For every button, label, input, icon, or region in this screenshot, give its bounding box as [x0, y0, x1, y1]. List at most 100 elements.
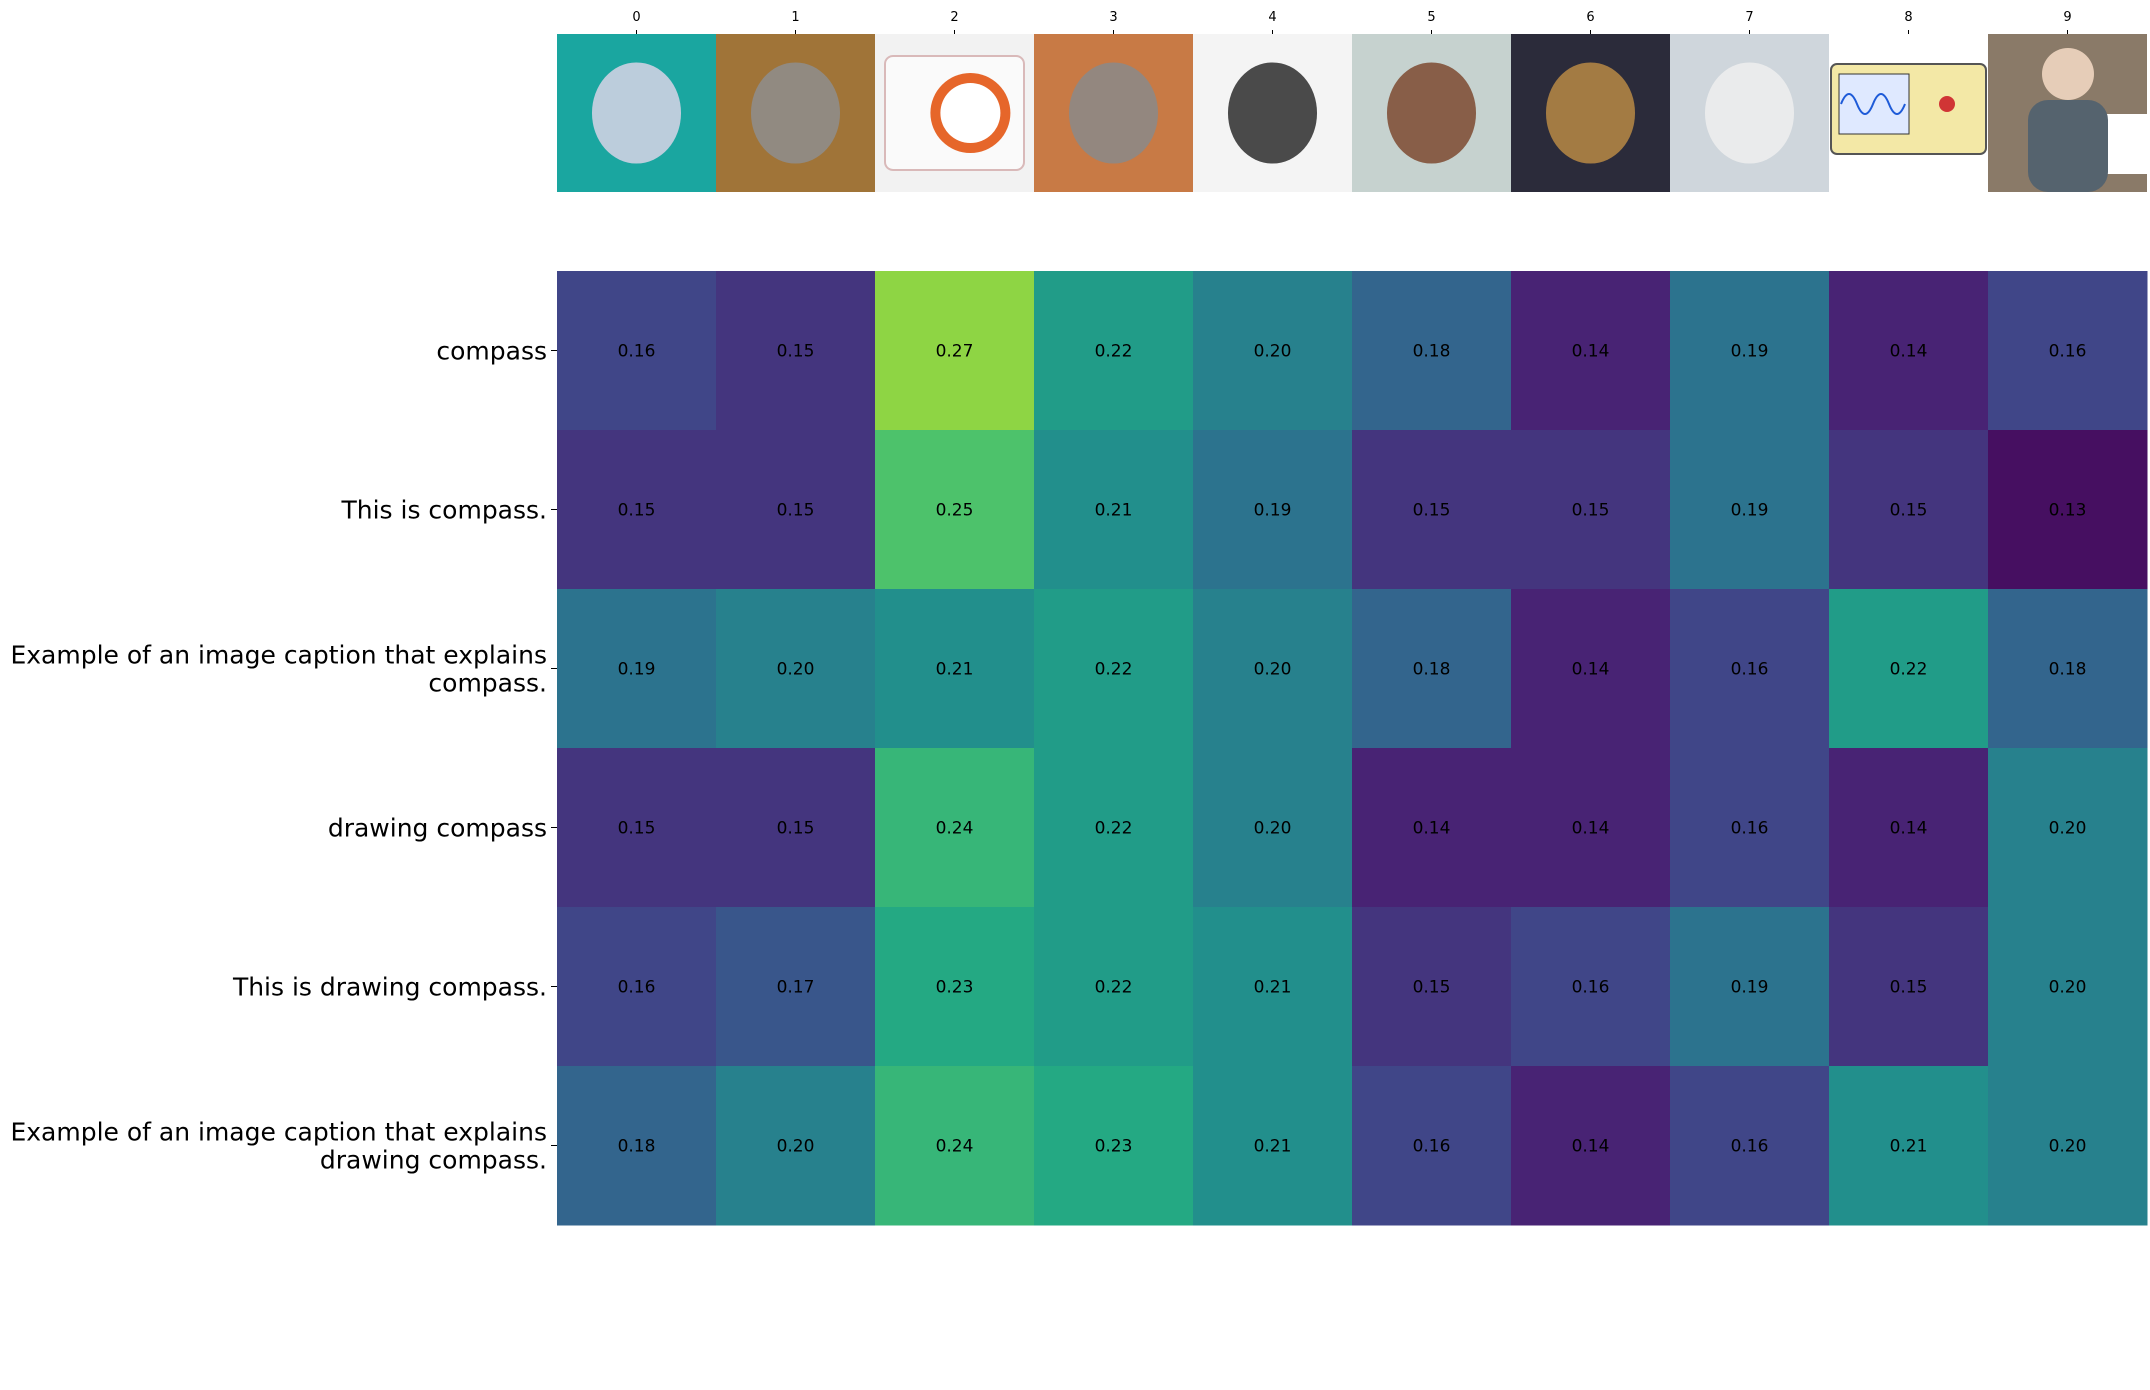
heatmap-cell	[1193, 430, 1353, 590]
y-tick-label: drawing compass.	[320, 1146, 547, 1175]
cell-value-label: 0.16	[618, 978, 656, 998]
drawing-compass-set-photo-icon	[1193, 34, 1352, 192]
bench-vise-photo-icon	[716, 34, 875, 192]
image-thumbnail-strip	[557, 34, 2147, 192]
heatmap-cell	[1511, 271, 1671, 431]
cell-value-label: 0.21	[1095, 501, 1133, 521]
spinning-wheel-photo-icon	[1511, 34, 1670, 192]
heatmap-cell	[1034, 271, 1194, 431]
cell-value-label: 0.15	[618, 501, 656, 521]
cell-value-label: 0.15	[777, 501, 815, 521]
heatmap-cell	[1193, 589, 1353, 749]
cell-value-label: 0.14	[1572, 342, 1610, 362]
cell-value-label: 0.27	[936, 342, 974, 362]
heatmap-cell	[1988, 589, 2148, 749]
heatmap-cell	[557, 748, 717, 908]
cell-value-label: 0.15	[777, 342, 815, 362]
cell-value-label: 0.21	[936, 660, 974, 680]
cell-value-label: 0.20	[777, 660, 815, 680]
x-tick-label: 6	[1586, 10, 1594, 25]
wooden-spindle-photo-icon	[1352, 34, 1511, 192]
heatmap-cell	[557, 907, 717, 1067]
cell-value-label: 0.15	[618, 819, 656, 839]
heatmap-cell	[1511, 589, 1671, 749]
x-tick-label: 8	[1904, 10, 1912, 25]
cell-value-label: 0.20	[2049, 1137, 2087, 1157]
cell-value-label: 0.15	[1890, 978, 1928, 998]
y-tick-label: This is compass.	[340, 496, 547, 525]
orienteering-compass-photo-icon	[875, 34, 1034, 192]
cell-value-label: 0.15	[1413, 978, 1451, 998]
cell-value-label: 0.19	[1254, 501, 1292, 521]
cell-value-label: 0.13	[2049, 501, 2087, 521]
cell-value-label: 0.24	[936, 819, 974, 839]
heatmap-cell	[875, 1066, 1035, 1226]
cell-value-label: 0.16	[1731, 1137, 1769, 1157]
heatmap-cell	[716, 1066, 876, 1226]
heatmap-cell	[875, 271, 1035, 431]
cell-value-label: 0.22	[1095, 660, 1133, 680]
x-tick-label: 9	[2063, 10, 2071, 25]
heatmap-cell	[1670, 589, 1830, 749]
heatmap-cell	[1352, 1066, 1512, 1226]
cell-value-label: 0.20	[1254, 342, 1292, 362]
y-tick-label: compass.	[428, 669, 547, 698]
y-tick-label: Example of an image caption that explain…	[10, 641, 547, 670]
heatmap-cell	[557, 589, 717, 749]
x-tick-label: 0	[632, 10, 640, 25]
heatmap-cell	[875, 589, 1035, 749]
cell-value-label: 0.18	[1413, 660, 1451, 680]
cell-value-label: 0.19	[1731, 342, 1769, 362]
cell-value-label: 0.21	[1890, 1137, 1928, 1157]
heatmap-cell	[1988, 748, 2148, 908]
cell-value-label: 0.22	[1095, 342, 1133, 362]
heatmap-cell	[1034, 1066, 1194, 1226]
cell-value-label: 0.20	[777, 1137, 815, 1157]
y-tick-label: This is drawing compass.	[232, 973, 547, 1002]
x-tick-label: 3	[1109, 10, 1117, 25]
heatmap-cell	[1670, 271, 1830, 431]
heatmap-cell	[1829, 589, 1989, 749]
cell-value-label: 0.19	[1731, 501, 1769, 521]
cell-value-label: 0.16	[2049, 342, 2087, 362]
heatmap-cell	[716, 907, 876, 1067]
heatmap-cell	[1829, 748, 1989, 908]
cell-value-label: 0.17	[777, 978, 815, 998]
heatmap-cell	[716, 430, 876, 590]
heatmap-cell	[557, 271, 717, 431]
heatmap-cell	[1670, 430, 1830, 590]
cell-value-label: 0.23	[936, 978, 974, 998]
heatmap-cell	[1193, 1066, 1353, 1226]
man-writing-photo-icon	[1988, 34, 2147, 192]
oscilloscope-diagram-icon	[1829, 34, 1988, 192]
heatmap-cell	[1193, 907, 1353, 1067]
heatmap-cell	[716, 589, 876, 749]
cell-value-label: 0.15	[1890, 501, 1928, 521]
heatmap-cell	[1352, 589, 1512, 749]
cell-value-label: 0.18	[2049, 660, 2087, 680]
heatmap-cell	[1193, 748, 1353, 908]
cell-value-label: 0.22	[1095, 819, 1133, 839]
heatmap-cell	[557, 430, 717, 590]
cell-value-label: 0.19	[618, 660, 656, 680]
cell-value-label: 0.16	[1572, 978, 1610, 998]
cell-value-label: 0.20	[2049, 978, 2087, 998]
cell-value-label: 0.16	[1731, 660, 1769, 680]
heatmap-cell	[1511, 430, 1671, 590]
heatmap-cell	[1988, 430, 2148, 590]
x-tick-label: 4	[1268, 10, 1276, 25]
heatmap-cell	[875, 748, 1035, 908]
cell-value-label: 0.18	[1413, 342, 1451, 362]
heatmap-cell	[875, 430, 1035, 590]
heatmap-cell	[1034, 589, 1194, 749]
x-tick-label: 5	[1427, 10, 1435, 25]
heatmap-cell	[1988, 1066, 2148, 1226]
heatmap-cell	[1670, 907, 1830, 1067]
heatmap-cell	[1829, 271, 1989, 431]
cell-value-label: 0.18	[618, 1137, 656, 1157]
cell-value-label: 0.19	[1731, 978, 1769, 998]
heatmap-cell	[1829, 1066, 1989, 1226]
heatmap-cell	[1988, 907, 2148, 1067]
y-tick-label: compass	[436, 337, 547, 366]
cell-value-label: 0.22	[1095, 978, 1133, 998]
